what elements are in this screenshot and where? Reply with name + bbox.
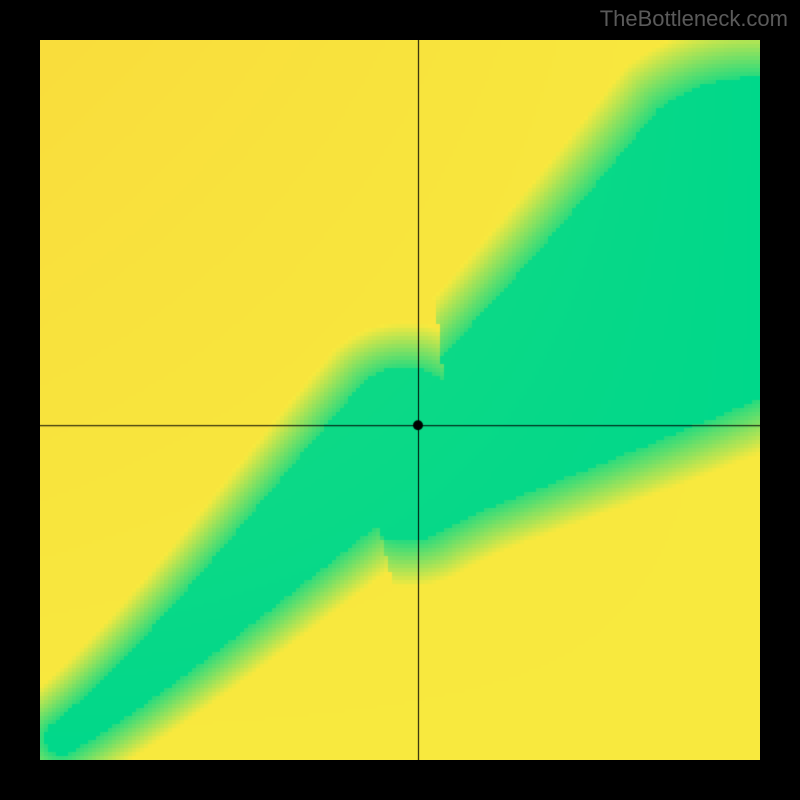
watermark-text: TheBottleneck.com: [600, 6, 788, 32]
plot-area: [40, 40, 760, 760]
chart-container: TheBottleneck.com: [0, 0, 800, 800]
heatmap-canvas: [40, 40, 760, 760]
